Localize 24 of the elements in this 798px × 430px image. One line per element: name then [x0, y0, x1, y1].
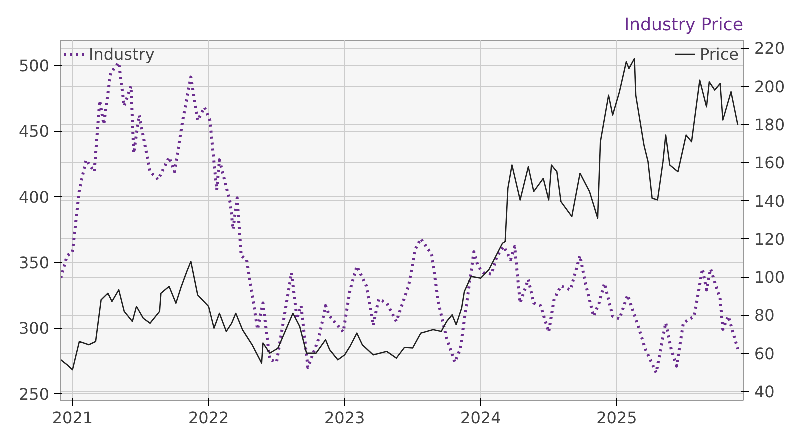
y2-tick-label: 120 — [754, 230, 786, 249]
y-tick-label: 400 — [18, 188, 50, 207]
y2-tick-label: 60 — [754, 344, 775, 364]
y2-tick-label: 100 — [754, 268, 786, 288]
y-tick-label: 250 — [18, 384, 50, 404]
legend-label: Price — [700, 44, 739, 64]
x-tick-label: 2024 — [460, 408, 502, 428]
x-tick-label: 2022 — [188, 408, 230, 428]
legend-label: Industry — [89, 44, 155, 64]
y-tick-label: 300 — [18, 319, 50, 338]
y-tick-label: 450 — [18, 122, 50, 142]
y2-tick-label: 80 — [754, 306, 775, 326]
y2-tick-label: 40 — [754, 382, 775, 402]
y2-tick-label: 140 — [754, 192, 786, 211]
x-tick-label: 2021 — [52, 408, 94, 428]
chart-title: Industry Price — [624, 16, 744, 36]
y-tick-label: 500 — [18, 56, 50, 76]
y-tick-label: 350 — [18, 254, 50, 273]
y2-tick-label: 200 — [754, 77, 786, 96]
y2-tick-label: 220 — [754, 39, 786, 58]
x-tick-label: 2023 — [324, 408, 366, 428]
x-tick-label: 2025 — [596, 408, 638, 428]
y2-tick-label: 180 — [754, 115, 786, 134]
y2-tick-label: 160 — [754, 154, 786, 173]
